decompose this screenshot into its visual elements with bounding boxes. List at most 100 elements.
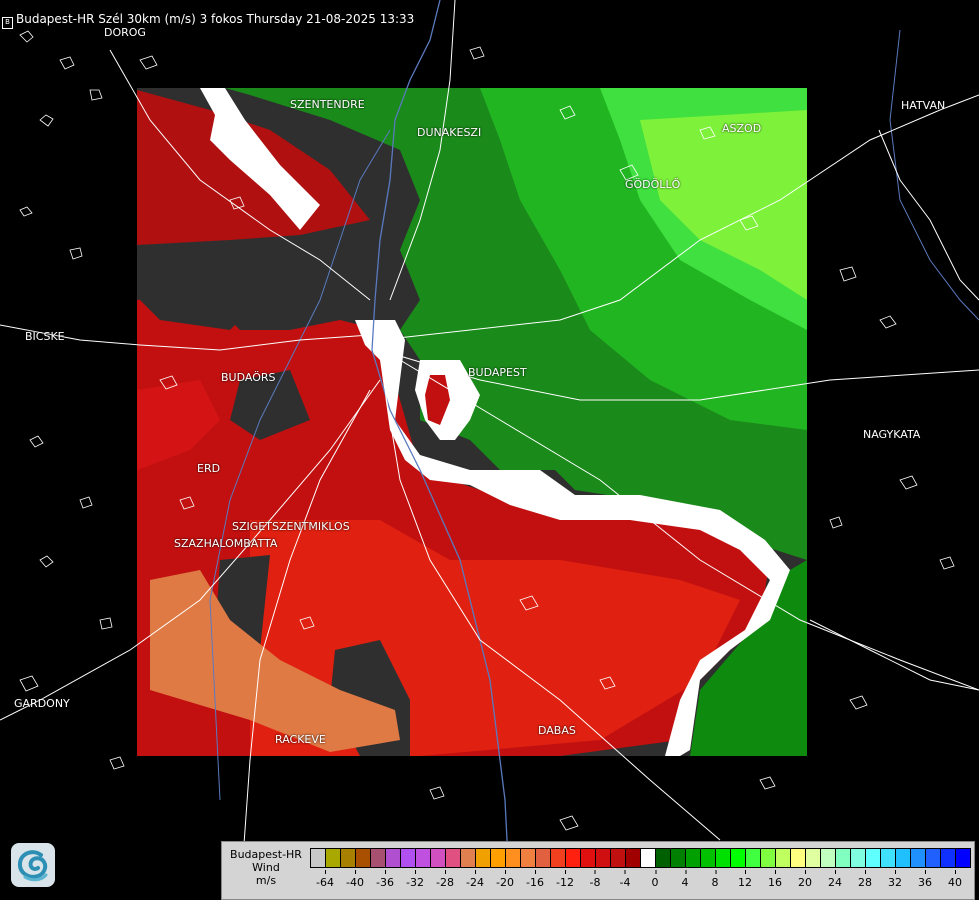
negative-velocity-w (137, 380, 220, 470)
city-label: RACKEVE (275, 733, 326, 746)
legend-swatch (535, 848, 551, 868)
legend-swatch (790, 848, 806, 868)
legend-swatch (895, 848, 911, 868)
legend-tick-label: -12 (556, 870, 574, 889)
legend-swatch (325, 848, 341, 868)
legend-tick-label: 4 (681, 870, 689, 889)
legend-swatch (820, 848, 836, 868)
legend-tick-label: -20 (496, 870, 514, 889)
legend-swatch (730, 848, 746, 868)
legend-tick-label: 20 (798, 870, 812, 889)
legend-swatch (910, 848, 926, 868)
city-label: DOROG (104, 26, 146, 39)
legend-swatch (490, 848, 506, 868)
city-label: HATVAN (901, 99, 946, 112)
settlement-outlines (19, 30, 955, 831)
legend-tick-label: -24 (466, 870, 484, 889)
city-label: BICSKE (25, 330, 65, 343)
legend-swatch (760, 848, 776, 868)
legend-swatch (940, 848, 956, 868)
legend-quantity: Wind (252, 861, 280, 874)
legend-swatch (415, 848, 431, 868)
legend-swatch (580, 848, 596, 868)
legend-swatch (355, 848, 371, 868)
city-label: ERD (197, 462, 221, 475)
legend-tick-label: -4 (619, 870, 631, 889)
city-label: GARDONY (14, 697, 70, 710)
legend-swatch (400, 848, 416, 868)
legend-swatch (565, 848, 581, 868)
danube-branch (209, 129, 391, 801)
legend-swatch (805, 848, 821, 868)
window-icon: B (2, 17, 13, 29)
legend-tick-label: -8 (589, 870, 601, 889)
city-label: NAGYKATA (863, 428, 921, 441)
legend-swatch (340, 848, 356, 868)
legend-swatch (775, 848, 791, 868)
positive-velocity-peak (640, 110, 807, 300)
no-data-region (140, 245, 260, 330)
legend-tick-label: 32 (888, 870, 902, 889)
city-label: SZAZHALOMBATTA (174, 537, 278, 550)
city-label: ASZOD (722, 122, 762, 135)
city-label: DUNAKESZI (417, 126, 482, 139)
legend-tick-label: 12 (738, 870, 752, 889)
legend-tick-label: -40 (346, 870, 364, 889)
legend-swatch (505, 848, 521, 868)
danube-river (371, 0, 511, 900)
legend-tick-label: 0 (651, 870, 659, 889)
legend-swatch (700, 848, 716, 868)
legend-tick-label: -28 (436, 870, 454, 889)
legend-swatch (685, 848, 701, 868)
legend-tick-label: 16 (768, 870, 782, 889)
legend-swatch (385, 848, 401, 868)
legend-swatch (310, 848, 326, 868)
map-title-text: Budapest-HR Szél 30km (m/s) 3 fokos Thur… (16, 12, 415, 26)
legend-swatch (670, 848, 686, 868)
city-label: BUDAPEST (468, 366, 527, 379)
legend-tick-label: 8 (711, 870, 719, 889)
legend-swatch (370, 848, 386, 868)
legend-tick-label: -32 (406, 870, 424, 889)
logo-icon (11, 843, 55, 887)
legend-tick-label: 24 (828, 870, 842, 889)
legend-swatch (625, 848, 641, 868)
city-label: SZIGETSZENTMIKLOS (232, 520, 350, 533)
zero-velocity-band (355, 320, 790, 756)
legend-tick-label: 28 (858, 870, 872, 889)
legend-swatch (640, 848, 656, 868)
legend-swatch (925, 848, 941, 868)
legend-swatch (610, 848, 626, 868)
city-label: SZENTENDRE (290, 98, 365, 111)
legend-swatch (460, 848, 476, 868)
positive-velocity-se (690, 560, 807, 756)
legend-swatch (865, 848, 881, 868)
zero-velocity-band-n (200, 88, 320, 230)
no-data-region-c (230, 370, 310, 440)
map-title: B Budapest-HR Szél 30km (m/s) 3 fokos Thu… (2, 12, 414, 29)
legend-tick-label: -64 (316, 870, 334, 889)
legend-swatch (475, 848, 491, 868)
city-label: GÖDÖLLŐ (625, 178, 681, 191)
legend-swatch (955, 848, 971, 868)
negative-velocity-low (150, 570, 400, 752)
legend-swatch (520, 848, 536, 868)
legend-swatch (880, 848, 896, 868)
legend-unit: m/s (255, 874, 277, 887)
legend-swatch (445, 848, 461, 868)
legend-swatch (430, 848, 446, 868)
legend-product: Budapest-HR (230, 848, 302, 861)
negative-velocity-core (425, 375, 450, 425)
legend-swatch (850, 848, 866, 868)
legend-tick-label: -36 (376, 870, 394, 889)
legend-tick-label: -16 (526, 870, 544, 889)
legend-tick-label: 36 (918, 870, 932, 889)
city-label: DABAS (538, 724, 576, 737)
legend-title: Budapest-HR Wind m/s (226, 848, 306, 887)
legend-swatch (835, 848, 851, 868)
legend-swatch (715, 848, 731, 868)
city-label: BUDAÖRS (221, 371, 276, 384)
